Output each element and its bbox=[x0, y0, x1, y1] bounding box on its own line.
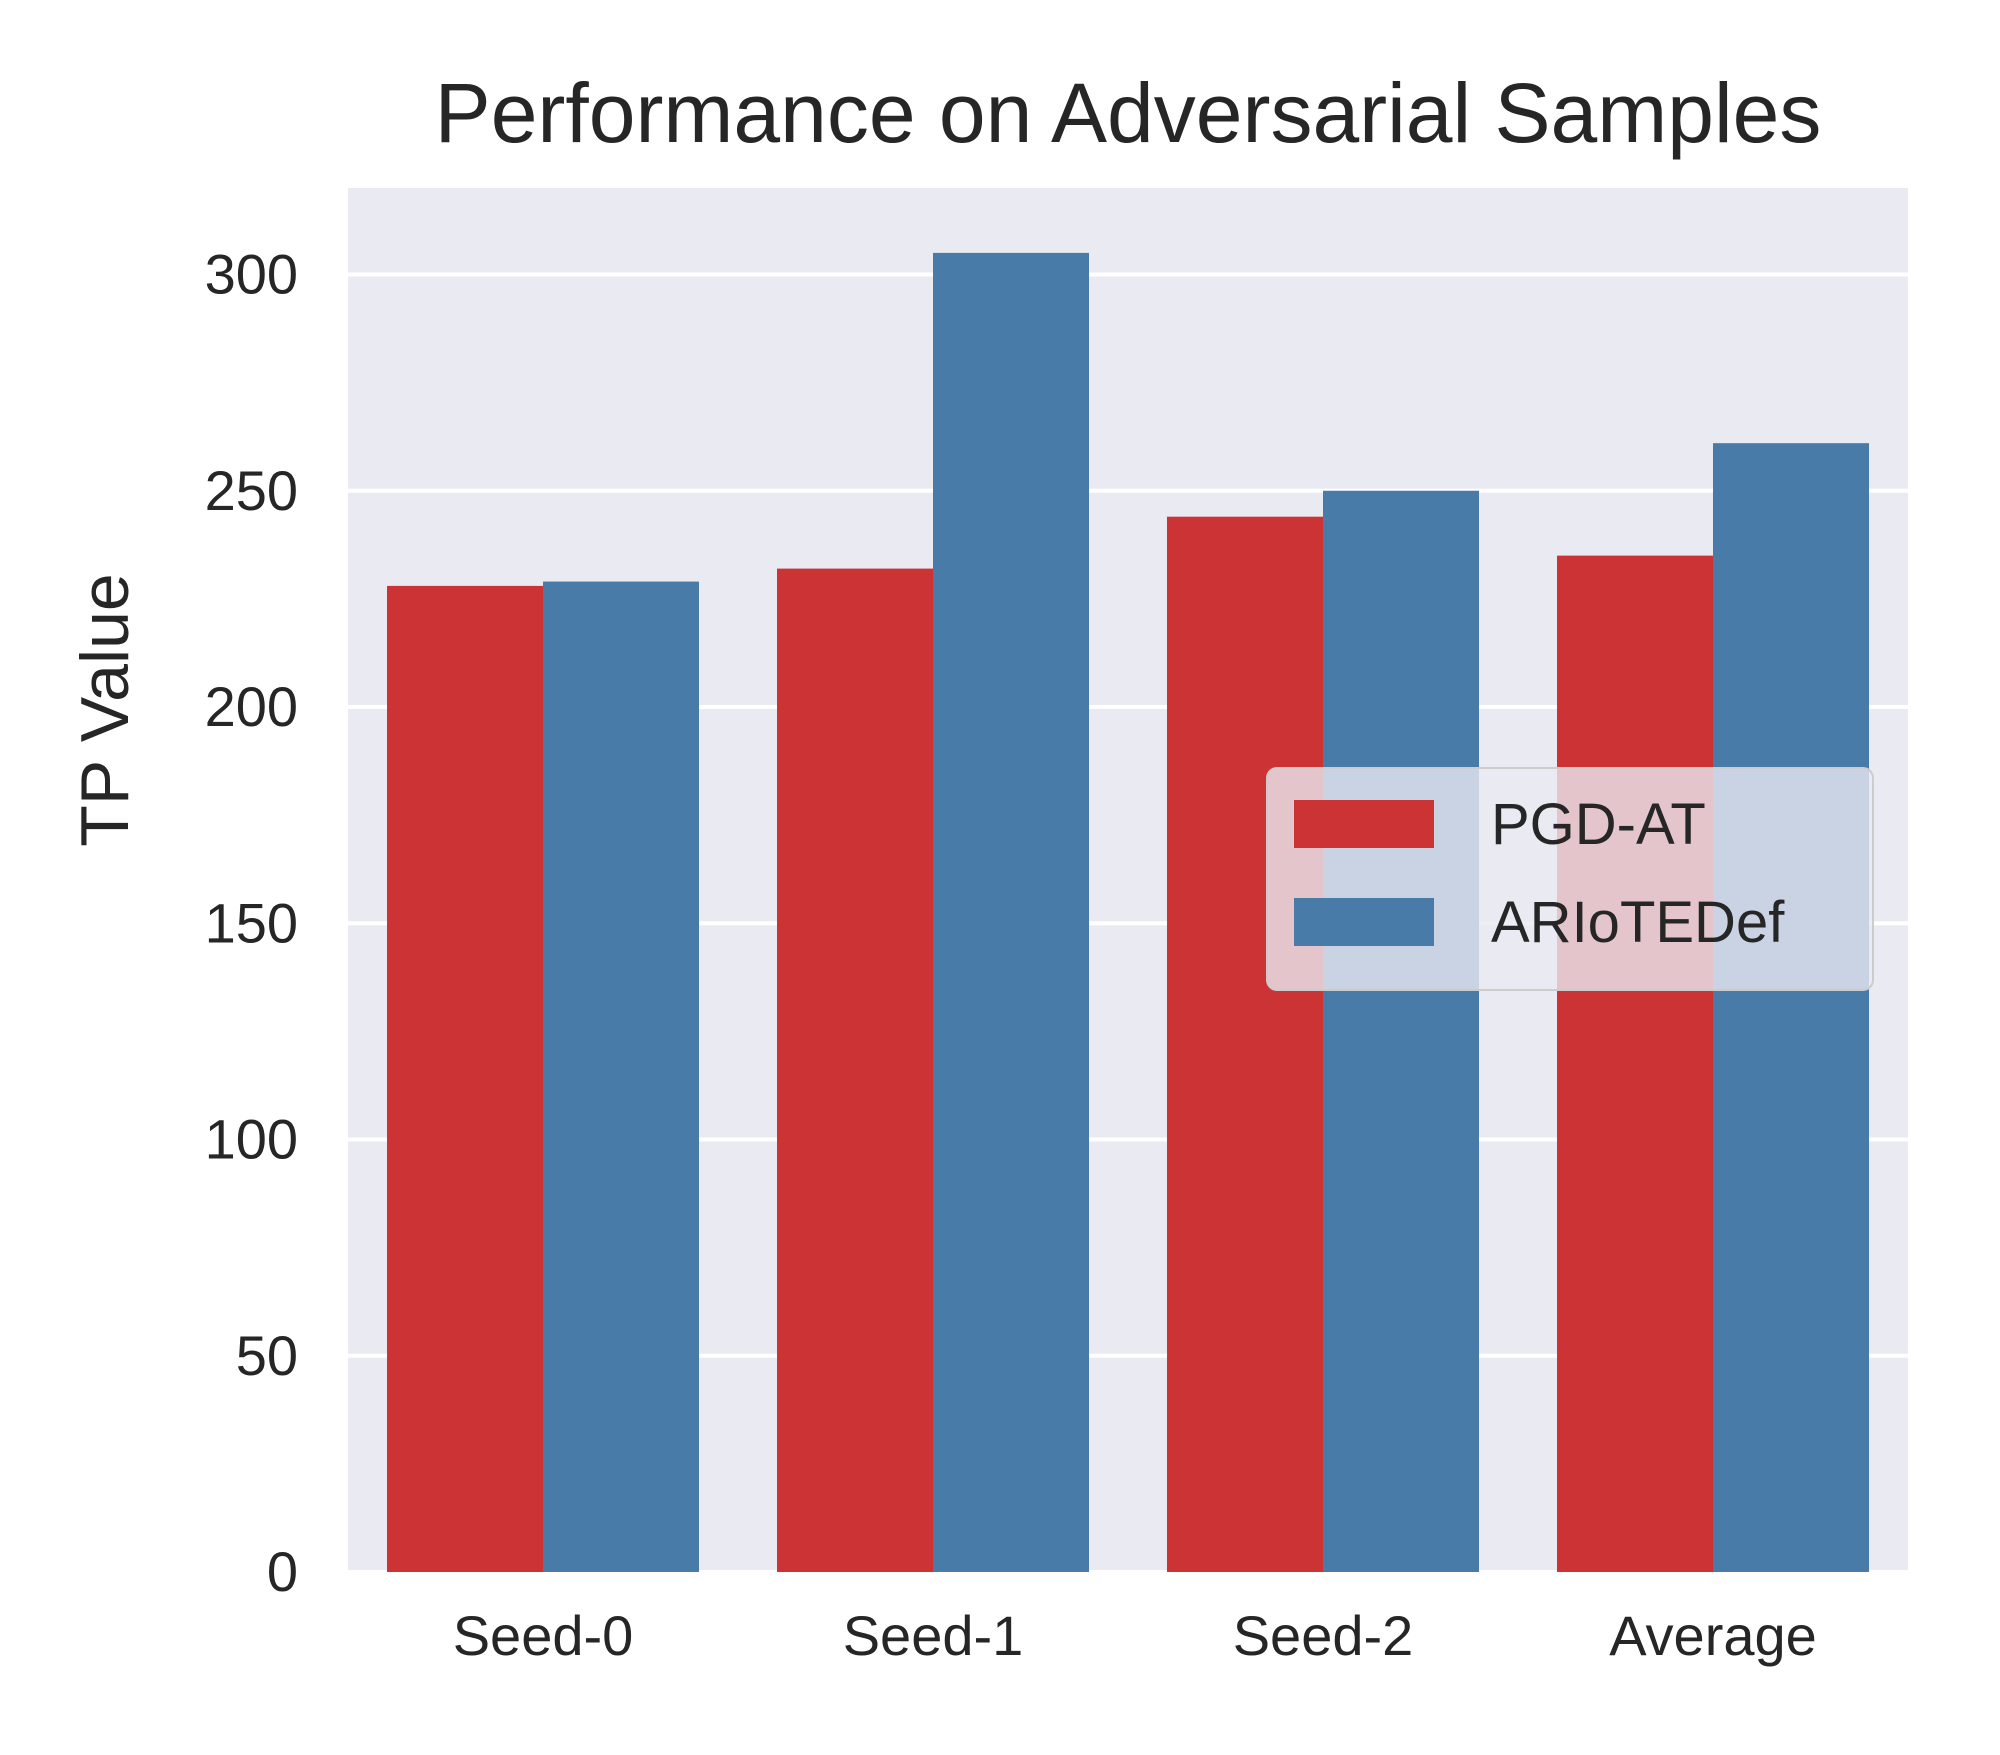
x-tick-label: Seed-0 bbox=[453, 1604, 634, 1667]
legend-label: PGD-AT bbox=[1491, 792, 1706, 857]
bars bbox=[387, 252, 1869, 1573]
y-axis-label: TP Value bbox=[67, 573, 143, 846]
bar-ariotedef-seed-2 bbox=[1323, 490, 1479, 1572]
legend-swatch bbox=[1294, 898, 1434, 946]
bar-pgd-at-seed-0 bbox=[387, 585, 543, 1572]
y-tick-label: 100 bbox=[205, 1108, 298, 1171]
y-tick-label: 0 bbox=[267, 1540, 298, 1603]
y-tick-labels: 0 50 100 150 200 250 300 bbox=[205, 243, 298, 1604]
y-tick-label: 50 bbox=[236, 1324, 298, 1387]
x-tick-label: Seed-1 bbox=[843, 1604, 1024, 1667]
bar-ariotedef-average bbox=[1713, 443, 1869, 1572]
legend-swatch bbox=[1294, 800, 1434, 848]
y-tick-label: 200 bbox=[205, 675, 298, 738]
x-tick-labels: Seed-0 Seed-1 Seed-2 Average bbox=[453, 1604, 1817, 1667]
bar-pgd-at-average bbox=[1557, 555, 1713, 1572]
y-tick-label: 250 bbox=[205, 459, 298, 522]
bar-pgd-at-seed-1 bbox=[777, 568, 933, 1572]
x-tick-label: Seed-2 bbox=[1233, 1604, 1414, 1667]
chart-title: Performance on Adversarial Samples bbox=[435, 66, 1822, 160]
legend-label: ARIoTEDef bbox=[1491, 890, 1785, 955]
bar-ariotedef-seed-1 bbox=[933, 252, 1089, 1572]
y-tick-label: 150 bbox=[205, 891, 298, 954]
x-tick-label: Average bbox=[1609, 1604, 1817, 1667]
bar-ariotedef-seed-0 bbox=[543, 581, 699, 1572]
y-tick-label: 300 bbox=[205, 243, 298, 306]
bar-pgd-at-seed-2 bbox=[1167, 516, 1323, 1573]
legend: PGD-AT ARIoTEDef bbox=[1266, 767, 1874, 991]
